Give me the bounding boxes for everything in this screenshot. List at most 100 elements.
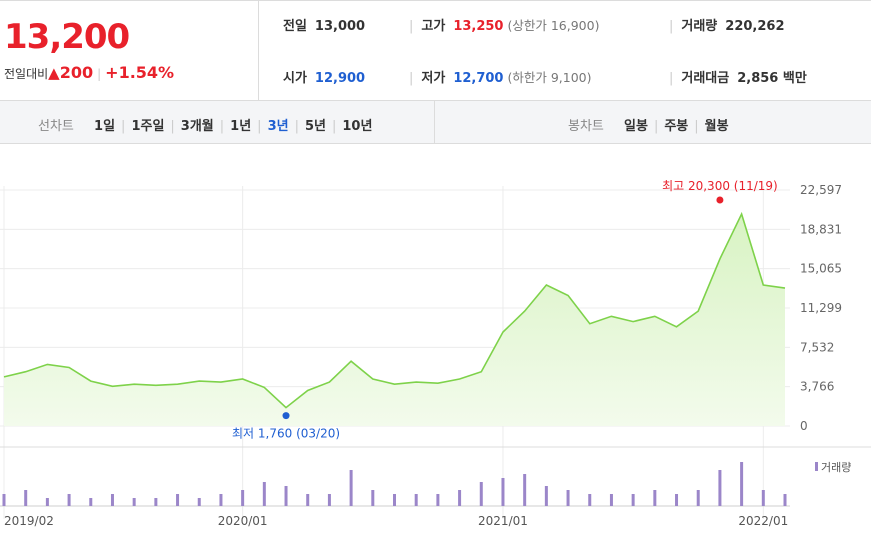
volume-bar bbox=[523, 474, 527, 506]
upper-limit: (상한가 16,900) bbox=[507, 18, 600, 33]
trade-value-value: 2,856 백만 bbox=[737, 71, 807, 86]
volume-bar bbox=[371, 490, 375, 506]
high-value: 13,250 bbox=[453, 19, 504, 34]
volume-bar bbox=[675, 494, 679, 506]
current-price: 13,200 bbox=[4, 17, 130, 57]
volume-bar bbox=[284, 486, 288, 506]
prev-close-stat: 전일 13,000 bbox=[283, 15, 365, 34]
open-value: 12,900 bbox=[314, 71, 366, 86]
change-label: 전일대비 bbox=[4, 67, 49, 81]
candle-tab-0[interactable]: 일봉 bbox=[624, 119, 648, 134]
volume-bar bbox=[479, 482, 483, 506]
candle-tab-2[interactable]: 월봉 bbox=[704, 119, 729, 134]
y-tick-label: 7,532 bbox=[800, 340, 834, 354]
volume-bar bbox=[176, 494, 180, 506]
line-tab-3[interactable]: 1년 bbox=[230, 119, 252, 134]
volume-legend-label: 거래량 bbox=[821, 461, 851, 474]
candle-tab-1[interactable]: 주봉 bbox=[664, 119, 689, 134]
volume-bar bbox=[24, 490, 28, 506]
volume-bar bbox=[458, 490, 462, 506]
lower-limit: (하한가 9,100) bbox=[507, 70, 592, 85]
volume-bar bbox=[761, 490, 765, 506]
line-tab-5[interactable]: 5년 bbox=[304, 119, 326, 134]
x-axis-ticks: 2019/02 2020/01 2021/01 2022/01 bbox=[4, 514, 788, 528]
high-label: 고가 bbox=[421, 19, 446, 34]
x-tick-label: 2022/01 bbox=[738, 514, 788, 528]
y-axis-ticks: 22,597 18,831 15,065 11,299 7,532 3,766 0 bbox=[800, 183, 842, 433]
volume-bar bbox=[67, 494, 71, 506]
change-row: 전일대비▲200 | +1.54% bbox=[4, 63, 174, 82]
x-tick-label: 2019/02 bbox=[4, 514, 54, 528]
volume-legend-swatch bbox=[815, 462, 818, 471]
volume-bar bbox=[566, 490, 570, 506]
line-tab-1[interactable]: 1주일 bbox=[131, 119, 165, 134]
volume-bar bbox=[783, 494, 787, 506]
price-area bbox=[3, 211, 786, 426]
line-tab-0[interactable]: 1일 bbox=[94, 119, 116, 134]
volume-stat: | 거래량 220,262 bbox=[669, 19, 785, 34]
y-tick-label: 0 bbox=[800, 419, 808, 433]
price-chart: 22,597 18,831 15,065 11,299 7,532 3,766 0 최고 2… bbox=[0, 179, 871, 528]
low-annotation: 최저 1,760 (03/20) bbox=[232, 427, 340, 441]
tab-separator: | bbox=[694, 119, 699, 134]
volume-bar bbox=[544, 486, 548, 506]
candle-chart-tabs: 봉차트 일봉 | 주봉 | 월봉 bbox=[568, 115, 729, 134]
volume-bar bbox=[89, 498, 93, 506]
volume-bar bbox=[132, 498, 136, 506]
line-tab-4[interactable]: 3년 bbox=[267, 119, 289, 134]
line-chart-label: 선차트 bbox=[38, 119, 74, 134]
x-tick-label: 2020/01 bbox=[218, 514, 268, 528]
change-percent: +1.54% bbox=[105, 63, 175, 82]
volume-bar bbox=[393, 494, 396, 506]
price-panel: 13,200 전일대비▲200 | +1.54% bbox=[0, 0, 259, 101]
tab-separator: | bbox=[121, 119, 126, 134]
y-tick-label: 22,597 bbox=[800, 183, 842, 197]
volume-bar bbox=[653, 490, 657, 506]
trade-value-label: 거래대금 bbox=[681, 71, 730, 86]
price-area-fill bbox=[4, 214, 785, 426]
volume-bar bbox=[631, 494, 635, 506]
y-tick-label: 3,766 bbox=[800, 380, 834, 394]
candle-chart-label: 봉차트 bbox=[568, 119, 604, 134]
high-annotation: 최고 20,300 (11/19) bbox=[662, 179, 778, 193]
tab-separator: | bbox=[170, 119, 175, 134]
y-tick-label: 15,065 bbox=[800, 262, 842, 276]
low-marker bbox=[282, 412, 290, 420]
high-marker bbox=[716, 196, 724, 204]
change-value: 200 bbox=[59, 63, 94, 82]
prev-close-value: 13,000 bbox=[314, 19, 366, 34]
y-tick-label: 11,299 bbox=[800, 301, 842, 315]
volume-bar bbox=[2, 494, 6, 506]
volume-bar bbox=[588, 494, 592, 506]
volume-bar bbox=[197, 498, 201, 506]
high-stat: | 고가 13,250 (상한가 16,900) bbox=[409, 18, 600, 34]
volume-bar bbox=[740, 462, 744, 506]
line-tab-2[interactable]: 3개월 bbox=[180, 119, 214, 134]
tab-separator: | bbox=[257, 119, 262, 134]
open-stat: 시가 12,900 bbox=[283, 67, 365, 86]
volume-bar bbox=[696, 490, 700, 506]
chart-annotations: 최고 20,300 (11/19) 최저 1,760 (03/20) bbox=[232, 179, 778, 441]
low-label: 저가 bbox=[421, 71, 446, 86]
y-tick-label: 18,831 bbox=[800, 222, 842, 236]
price-line bbox=[3, 211, 786, 409]
up-triangle-icon: ▲ bbox=[48, 64, 60, 82]
x-tick-label: 2021/01 bbox=[478, 514, 528, 528]
prev-close-label: 전일 bbox=[283, 19, 307, 34]
line-tab-6[interactable]: 10년 bbox=[342, 119, 373, 134]
volume-bar bbox=[110, 494, 114, 506]
volume-bar bbox=[349, 470, 353, 506]
volume-value: 220,262 bbox=[725, 19, 785, 34]
volume-bar bbox=[262, 482, 266, 506]
stats-panel: 전일 13,000 | 고가 13,250 (상한가 16,900) | 거래량 220,2… bbox=[259, 0, 871, 101]
volume-bar bbox=[327, 494, 331, 506]
volume-bar bbox=[609, 494, 613, 506]
open-label: 시가 bbox=[283, 71, 307, 86]
volume-bar bbox=[414, 494, 418, 506]
volume-label: 거래량 bbox=[681, 19, 718, 34]
volume-bar bbox=[241, 490, 245, 506]
volume-bar bbox=[436, 494, 440, 506]
tab-separator: | bbox=[331, 119, 337, 134]
tabs-divider bbox=[434, 101, 435, 144]
trade-value-stat: | 거래대금 2,856 백만 bbox=[669, 71, 807, 86]
